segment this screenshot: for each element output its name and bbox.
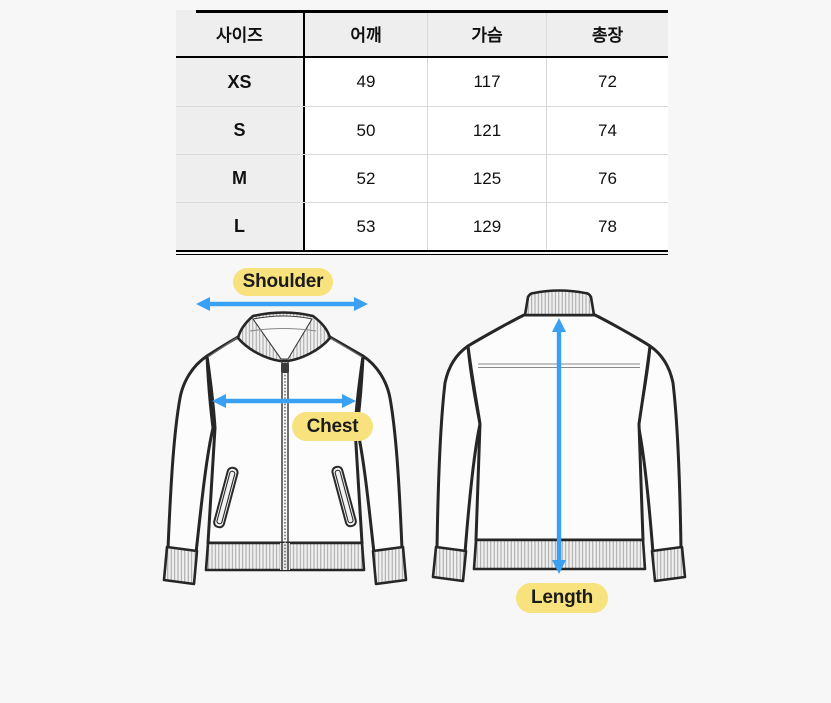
shoulder-value: 49 (305, 58, 427, 106)
chest-value: 121 (427, 107, 546, 154)
front-left-cuff (162, 545, 199, 586)
front-collar-opening (252, 315, 313, 360)
length-value: 74 (546, 107, 668, 154)
chest-value: 125 (427, 155, 546, 202)
size-table-row-m: M 52 125 76 (176, 154, 668, 202)
back-collar (523, 289, 596, 317)
length-value: 76 (546, 155, 668, 202)
size-table-row-l: L 53 129 78 (176, 202, 668, 250)
shoulder-value: 50 (305, 107, 427, 154)
zipper (280, 361, 290, 570)
chest-value: 117 (427, 58, 546, 106)
chest-measure-arrow (212, 394, 356, 408)
size-table-row-xs: XS 49 117 72 (176, 58, 668, 106)
chest-label-pill: Chest (292, 412, 373, 441)
front-right-sleeve (355, 354, 404, 555)
zipper-hem-guard (280, 543, 290, 570)
shoulder-measure-arrow (196, 297, 368, 311)
size-table-header-row: 사이즈 어깨 가슴 총장 (176, 10, 668, 58)
table-bottom-border (176, 250, 668, 255)
header-size: 사이즈 (176, 10, 305, 56)
front-left-sleeve (166, 354, 215, 555)
front-left-pocket (213, 466, 239, 529)
back-left-cuff (431, 545, 468, 583)
header-length: 총장 (546, 10, 668, 56)
length-measure-arrow (552, 318, 566, 574)
front-jacket-drawing (162, 311, 408, 586)
shoulder-value: 52 (305, 155, 427, 202)
chest-value: 129 (427, 203, 546, 250)
header-chest: 가슴 (427, 10, 546, 56)
header-shoulder: 어깨 (305, 10, 427, 56)
length-value: 78 (546, 203, 668, 250)
length-label-pill: Length (516, 583, 608, 613)
length-value: 72 (546, 58, 668, 106)
zipper-slider (281, 363, 289, 373)
back-right-cuff (650, 545, 687, 583)
shoulder-value: 53 (305, 203, 427, 250)
size-table: 사이즈 어깨 가슴 총장 XS 49 117 72 S 50 121 74 M … (176, 10, 668, 255)
shoulder-label-pill: Shoulder (233, 268, 333, 296)
size-label: M (176, 155, 305, 202)
size-label: XS (176, 58, 305, 106)
front-right-pocket (331, 465, 357, 528)
size-label: S (176, 107, 305, 154)
size-label: L (176, 203, 305, 250)
size-table-row-s: S 50 121 74 (176, 106, 668, 154)
front-neck-seam (249, 327, 317, 332)
table-top-border (196, 10, 668, 13)
front-right-cuff (371, 545, 408, 586)
